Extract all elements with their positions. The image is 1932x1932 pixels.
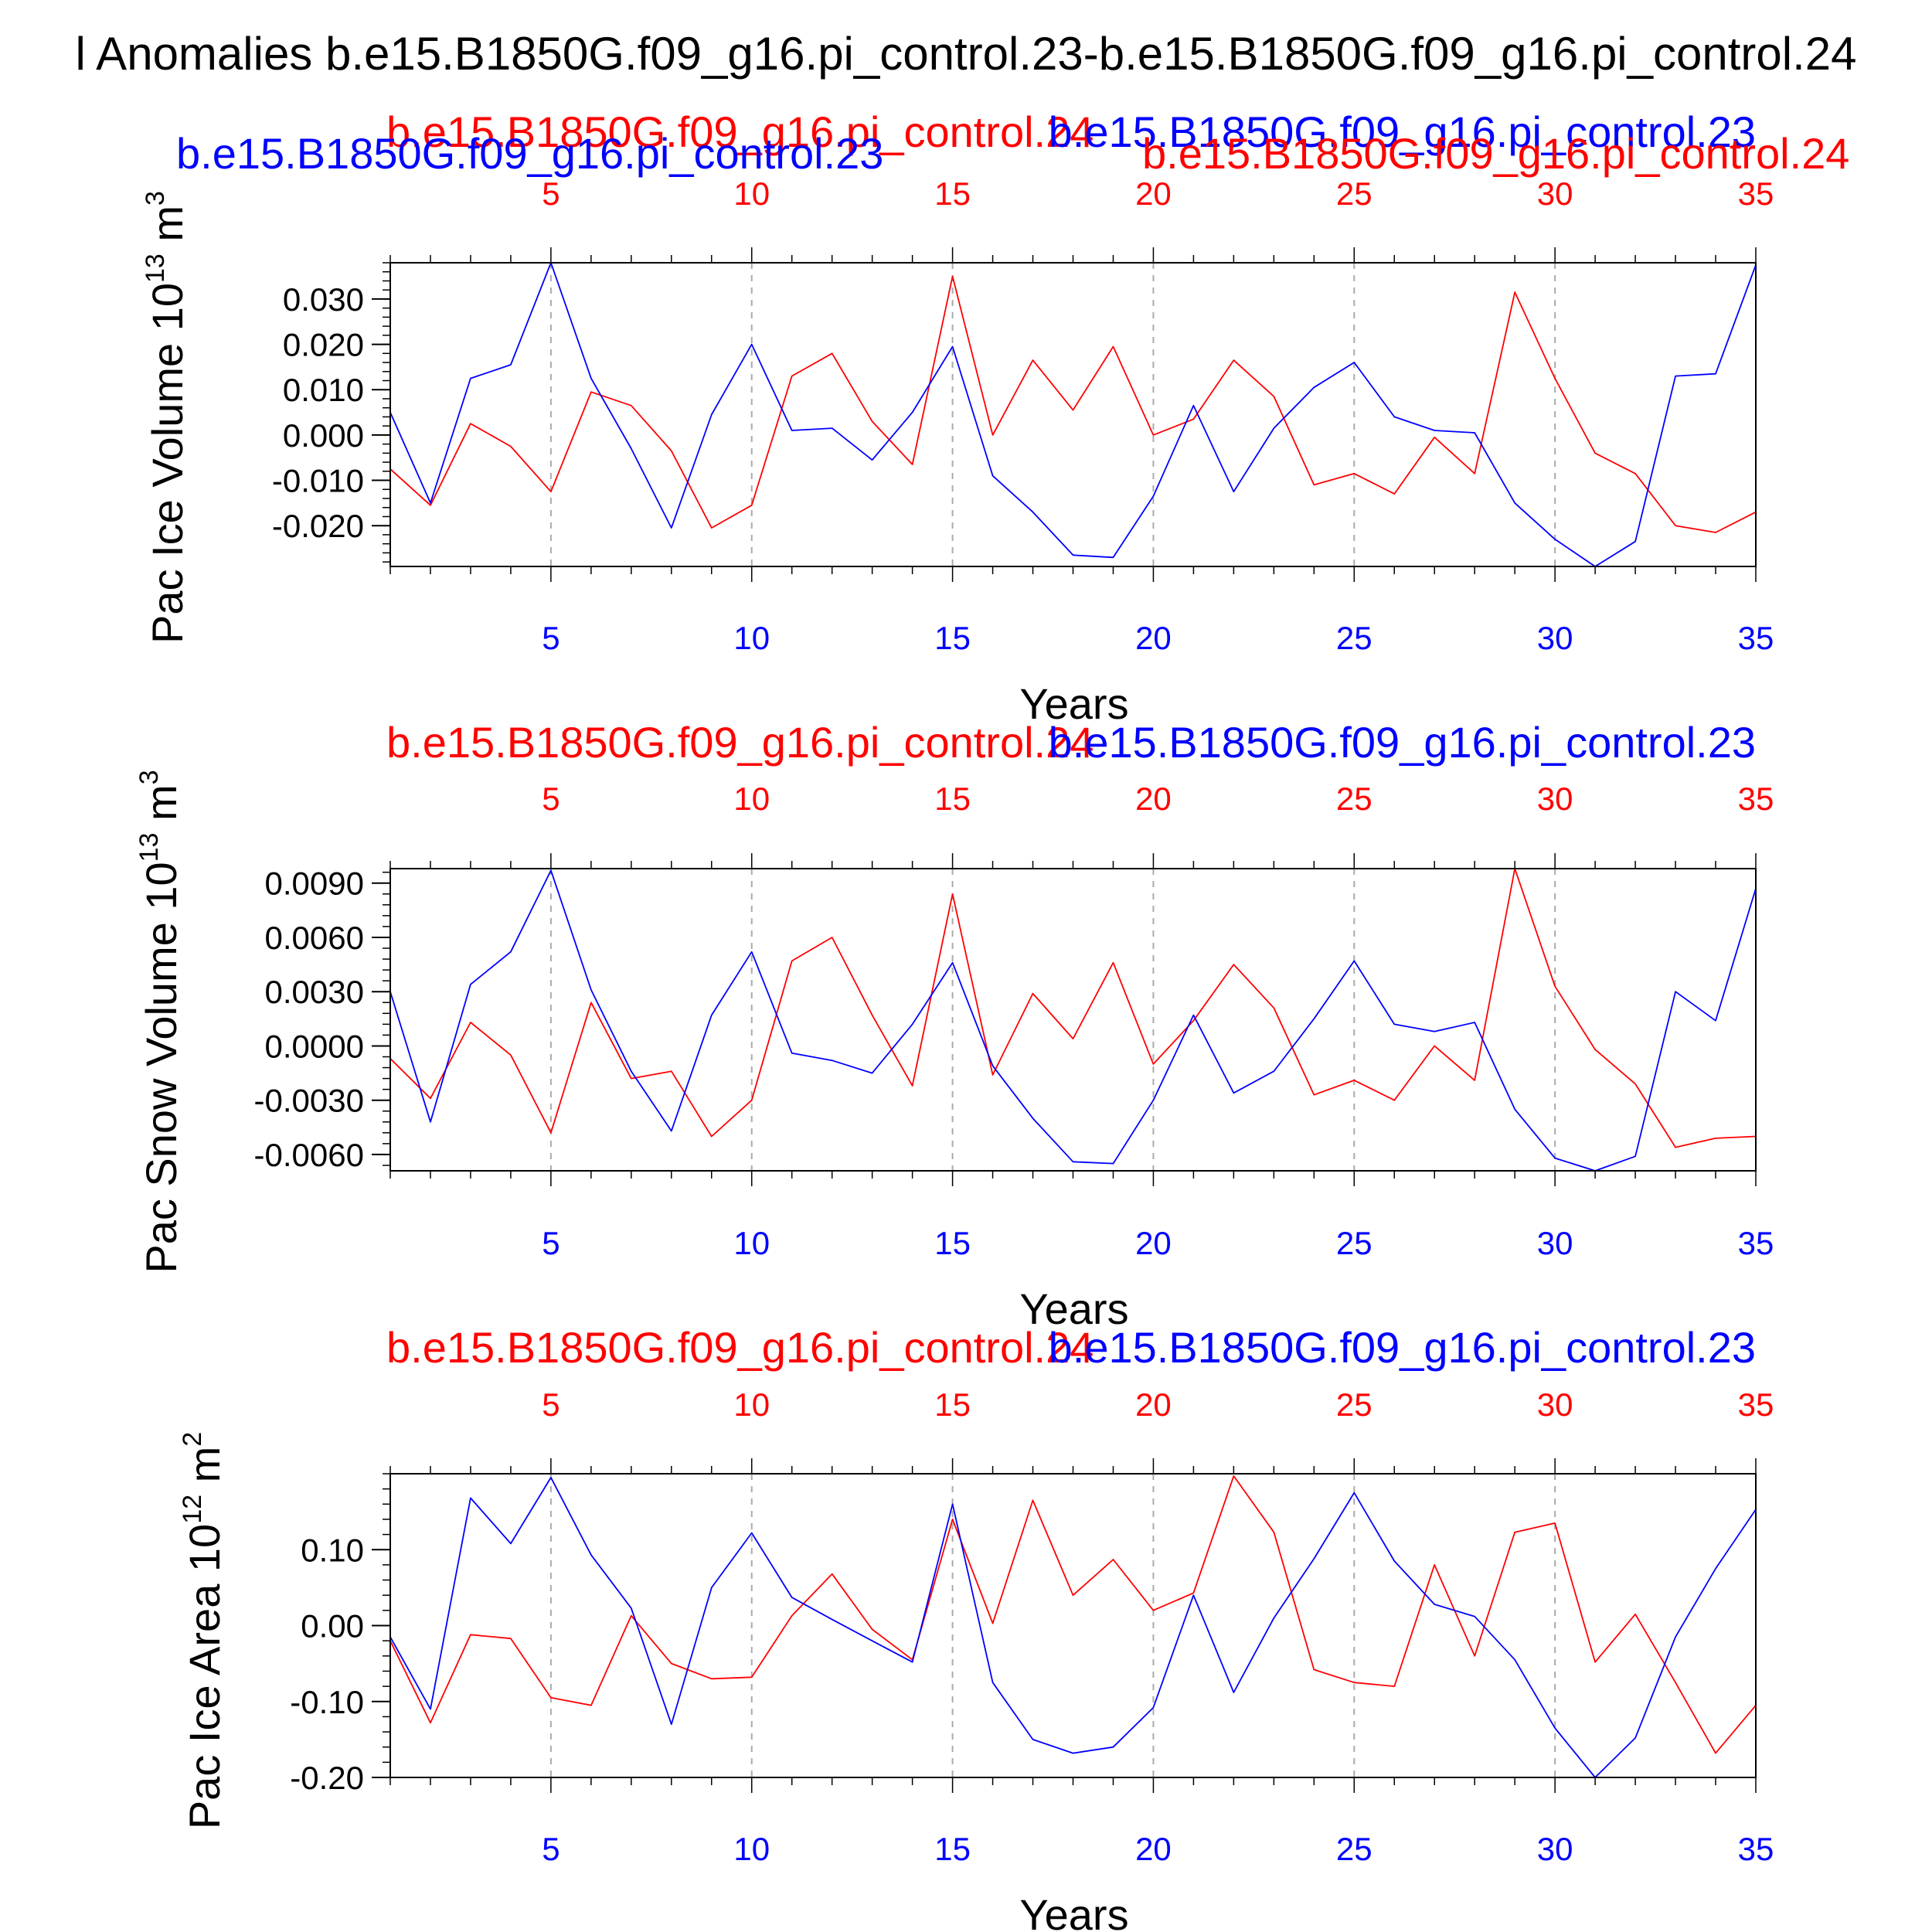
panel1-x-tick-label-top: 35 [1738, 175, 1774, 212]
panel3-x-tick-label-bottom: 5 [542, 1831, 560, 1867]
panel1-x-tick-label-bottom: 35 [1738, 620, 1774, 656]
panel3-y-tick-label: 0.00 [301, 1608, 364, 1645]
panel2-x-tick-label-top: 30 [1537, 781, 1573, 817]
panel1-extra-label-run23: b.e15.B1850G.f09_g16.pi_control.23 [176, 129, 883, 178]
panel1-plot: -0.020 -0.010 0.000 0.010 0.020 0.030 5 5 10 10 15… [272, 175, 1774, 656]
panel1-y-tick-label: -0.010 [272, 463, 364, 499]
panel3-top-label-run23: b.e15.B1850G.f09_g16.pi_control.23 [1049, 1323, 1756, 1372]
panel1-series-line-run23 [389, 262, 1757, 567]
panel2-y-axis-label: Pac Snow Volume 1013 m3 [134, 770, 185, 1273]
panel2-top-label-run23: b.e15.B1850G.f09_g16.pi_control.23 [1049, 718, 1756, 767]
panel3-y-tick-label: -0.20 [290, 1760, 364, 1796]
panel3-x-tick-label-top: 10 [733, 1386, 770, 1423]
panel2-x-tick-label-top: 10 [733, 781, 770, 817]
panel2-x-tick-label-bottom: 10 [733, 1225, 770, 1261]
panel2-plot: -0.0060 -0.0030 0.0000 0.0030 0.0060 0.0090 5 5… [254, 781, 1774, 1261]
panel1-series-line-run24 [389, 275, 1757, 533]
panel2-x-tick-label-bottom: 20 [1135, 1225, 1172, 1261]
panel3-x-tick-label-top: 5 [542, 1386, 560, 1423]
panel1-x-tick-label-top: 30 [1537, 175, 1573, 212]
panel3-y-tick-label: 0.10 [301, 1532, 364, 1568]
panel3-x-tick-label-top: 30 [1537, 1386, 1573, 1423]
panel3-plot-frame [389, 1473, 1757, 1778]
panel2-y-tick-label: 0.0030 [265, 974, 364, 1010]
panel3-x-tick-label-bottom: 35 [1738, 1831, 1774, 1867]
panel2-x-tick-label-top: 15 [934, 781, 971, 817]
panel3-x-tick-label-bottom: 10 [733, 1831, 770, 1867]
panel1-y-tick-label: 0.000 [283, 417, 364, 454]
panel3-y-axis-label: Pac Ice Area 1012 m2 [178, 1432, 229, 1829]
panel2-top-label-run24: b.e15.B1850G.f09_g16.pi_control.24 [386, 718, 1094, 767]
panel1-plot-frame [389, 262, 1757, 567]
panel2-x-tick-label-top: 35 [1738, 781, 1774, 817]
panel1-y-tick-label: 0.030 [283, 281, 364, 318]
panel1-x-tick-label-bottom: 30 [1537, 620, 1573, 656]
panel2-x-tick-label-bottom: 35 [1738, 1225, 1774, 1261]
chart-marks: -0.020 -0.010 0.000 0.010 0.020 0.030 5 5 10 10 15… [254, 175, 1774, 1867]
panel3-x-tick-label-top: 35 [1738, 1386, 1774, 1423]
panel1-y-tick-label: -0.020 [272, 508, 364, 544]
panel1-x-tick-label-top: 10 [733, 175, 770, 212]
panel2-y-tick-label: -0.0060 [254, 1137, 364, 1173]
panel2-plot-frame [389, 868, 1757, 1172]
panel3-top-label-run24: b.e15.B1850G.f09_g16.pi_control.24 [386, 1323, 1094, 1372]
panel1-y-axis-label: Pac Ice Volume 1013 m3 [141, 191, 192, 644]
panel2-x-tick-label-top: 25 [1336, 781, 1372, 817]
panel2-x-tick-label-top: 20 [1135, 781, 1172, 817]
panel3-y-tick-label: -0.10 [290, 1684, 364, 1720]
panel3-series-line-run23 [389, 1477, 1757, 1778]
panel1-x-tick-label-top: 15 [934, 175, 971, 212]
panel1-x-tick-label-bottom: 5 [542, 620, 560, 656]
panel2-y-tick-label: -0.0030 [254, 1083, 364, 1119]
panel2-y-tick-label: 0.0060 [265, 920, 364, 956]
panel3-x-axis-label: Years [1019, 1890, 1128, 1932]
panel1-x-axis-label: Years [1019, 679, 1128, 728]
panel3-x-tick-label-top: 20 [1135, 1386, 1172, 1423]
panel3-plot: -0.20 -0.10 0.00 0.10 5 5 10 10 15 15 20 20 25 25 30 30… [290, 1386, 1774, 1867]
panel1-x-tick-label-top: 25 [1336, 175, 1372, 212]
panel3-x-tick-label-bottom: 25 [1336, 1831, 1372, 1867]
panel3-series-line-run24 [389, 1475, 1757, 1754]
panel2-x-axis-label: Years [1019, 1284, 1128, 1333]
panel1-x-tick-label-top: 20 [1135, 175, 1172, 212]
panel1-x-tick-label-bottom: 15 [934, 620, 971, 656]
panel3-x-tick-label-bottom: 30 [1537, 1831, 1573, 1867]
panel2-series-line-run24 [389, 868, 1757, 1148]
figure-title: l Anomalies b.e15.B1850G.f09_g16.pi_cont… [75, 28, 1856, 80]
panel2-x-tick-label-bottom: 25 [1336, 1225, 1372, 1261]
panel3-x-tick-label-bottom: 20 [1135, 1831, 1172, 1867]
panel1-x-tick-label-top: 5 [542, 175, 560, 212]
panel3-x-tick-label-bottom: 15 [934, 1831, 971, 1867]
panel1-y-tick-label: 0.010 [283, 372, 364, 408]
panel2-series-line-run23 [389, 869, 1757, 1172]
panel2-y-tick-label: 0.0000 [265, 1028, 364, 1064]
panel1-top-label-run23: b.e15.B1850G.f09_g16.pi_control.23 [1049, 107, 1756, 156]
panel2-x-tick-label-bottom: 15 [934, 1225, 971, 1261]
panel1-x-tick-label-bottom: 20 [1135, 620, 1172, 656]
panel1-extra-label-run24: b.e15.B1850G.f09_g16.pi_control.24 [1142, 129, 1849, 178]
panel2-y-tick-label: 0.0090 [265, 866, 364, 902]
panel1-y-tick-label: 0.020 [283, 327, 364, 363]
panel3-x-tick-label-top: 15 [934, 1386, 971, 1423]
panel2-x-tick-label-top: 5 [542, 781, 560, 817]
panel2-x-tick-label-bottom: 30 [1537, 1225, 1573, 1261]
panel1-x-tick-label-bottom: 25 [1336, 620, 1372, 656]
panel1-x-tick-label-bottom: 10 [733, 620, 770, 656]
panel2-x-tick-label-bottom: 5 [542, 1225, 560, 1261]
panel1-top-label-run24: b.e15.B1850G.f09_g16.pi_control.24 [386, 107, 1094, 156]
panel3-x-tick-label-top: 25 [1336, 1386, 1372, 1423]
